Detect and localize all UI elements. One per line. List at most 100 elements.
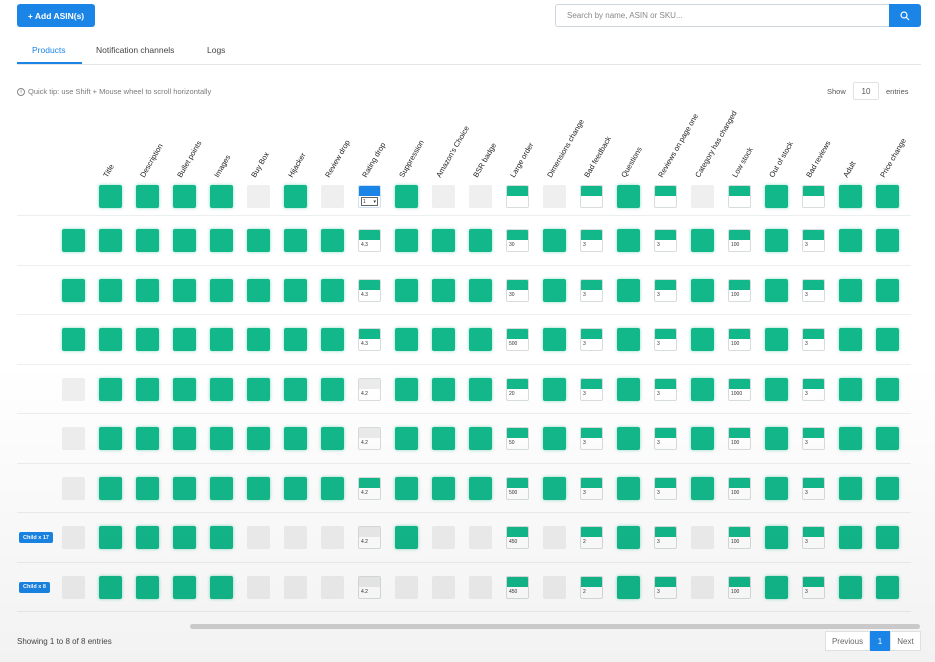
toggle-on[interactable] bbox=[543, 328, 566, 351]
toggle-off[interactable] bbox=[691, 185, 714, 208]
threshold-cell[interactable]: 450 bbox=[506, 575, 529, 599]
toggle-off[interactable] bbox=[395, 575, 418, 599]
toggle-on[interactable] bbox=[617, 278, 640, 302]
threshold-cell[interactable]: 4.2 bbox=[358, 526, 381, 549]
toggle-off[interactable] bbox=[543, 575, 566, 599]
toggle-on[interactable] bbox=[765, 575, 788, 599]
threshold-cell[interactable]: 3 bbox=[654, 229, 677, 252]
toggle-on[interactable] bbox=[469, 278, 492, 302]
toggle-on[interactable] bbox=[765, 377, 788, 401]
toggle-off[interactable] bbox=[62, 427, 85, 450]
toggle-on[interactable] bbox=[432, 427, 455, 450]
toggle-on[interactable] bbox=[876, 185, 899, 208]
toggle-off[interactable] bbox=[284, 575, 307, 599]
toggle-on[interactable] bbox=[284, 427, 307, 450]
toggle-on[interactable] bbox=[210, 278, 233, 302]
add-asin-button[interactable]: + Add ASIN(s) bbox=[17, 4, 95, 27]
toggle-on[interactable] bbox=[284, 278, 307, 302]
toggle-on[interactable] bbox=[839, 427, 862, 450]
toggle-on[interactable] bbox=[99, 328, 122, 351]
toggle-on[interactable] bbox=[173, 377, 196, 401]
tab-notification-channels[interactable]: Notification channels bbox=[96, 45, 175, 55]
threshold-cell[interactable]: 3 bbox=[802, 278, 825, 302]
toggle-off[interactable] bbox=[62, 575, 85, 599]
threshold-cell[interactable]: 4.2 bbox=[358, 427, 381, 450]
toggle-on[interactable] bbox=[247, 476, 270, 500]
toggle-on[interactable] bbox=[210, 476, 233, 500]
threshold-cell[interactable]: 3 bbox=[580, 229, 603, 252]
toggle-off[interactable] bbox=[469, 526, 492, 549]
threshold-cell[interactable]: 3 bbox=[802, 575, 825, 599]
toggle-on[interactable] bbox=[247, 427, 270, 450]
threshold-cell[interactable]: 100 bbox=[728, 575, 751, 599]
toggle-on[interactable] bbox=[136, 278, 159, 302]
toggle-on[interactable] bbox=[284, 229, 307, 252]
toggle-on[interactable] bbox=[284, 476, 307, 500]
threshold-cell[interactable]: 500 bbox=[506, 328, 529, 351]
toggle-on[interactable] bbox=[432, 476, 455, 500]
toggle-on[interactable] bbox=[321, 476, 344, 500]
toggle-on[interactable] bbox=[99, 278, 122, 302]
toggle-on[interactable] bbox=[284, 328, 307, 351]
toggle-on[interactable] bbox=[395, 229, 418, 252]
toggle-off[interactable] bbox=[691, 526, 714, 549]
toggle-on[interactable] bbox=[469, 427, 492, 450]
toggle-on[interactable] bbox=[432, 229, 455, 252]
toggle-on[interactable] bbox=[876, 526, 899, 549]
child-count-badge[interactable]: Child x 8 bbox=[19, 581, 50, 593]
threshold-cell[interactable]: 4.2 bbox=[358, 476, 381, 500]
toggle-on[interactable] bbox=[99, 185, 122, 208]
toggle-on[interactable] bbox=[876, 377, 899, 401]
threshold-cell[interactable]: 3 bbox=[580, 427, 603, 450]
threshold-cell[interactable]: 4.3 bbox=[358, 278, 381, 302]
toggle-on[interactable] bbox=[321, 377, 344, 401]
toggle-on[interactable] bbox=[691, 427, 714, 450]
toggle-on[interactable] bbox=[173, 427, 196, 450]
threshold-cell[interactable]: 3 bbox=[654, 278, 677, 302]
toggle-on[interactable] bbox=[839, 229, 862, 252]
toggle-off[interactable] bbox=[284, 526, 307, 549]
page-1-button[interactable]: 1 bbox=[870, 631, 890, 651]
toggle-on[interactable] bbox=[617, 328, 640, 351]
toggle-on[interactable] bbox=[136, 476, 159, 500]
toggle-on[interactable] bbox=[247, 229, 270, 252]
threshold-cell[interactable]: 4.2 bbox=[358, 575, 381, 599]
previous-page-button[interactable]: Previous bbox=[825, 631, 870, 651]
toggle-off[interactable] bbox=[691, 575, 714, 599]
horizontal-scrollbar[interactable] bbox=[190, 624, 920, 629]
toggle-off[interactable] bbox=[62, 476, 85, 500]
toggle-on[interactable] bbox=[321, 328, 344, 351]
toggle-on[interactable] bbox=[876, 229, 899, 252]
toggle-on[interactable] bbox=[839, 328, 862, 351]
toggle-on[interactable] bbox=[62, 328, 85, 351]
toggle-on[interactable] bbox=[62, 278, 85, 302]
tab-logs[interactable]: Logs bbox=[207, 45, 226, 55]
threshold-toggle[interactable] bbox=[506, 185, 529, 208]
toggle-on[interactable] bbox=[617, 229, 640, 252]
toggle-on[interactable] bbox=[617, 377, 640, 401]
toggle-on[interactable] bbox=[691, 229, 714, 252]
toggle-on[interactable] bbox=[395, 427, 418, 450]
toggle-off[interactable] bbox=[543, 526, 566, 549]
toggle-on[interactable] bbox=[691, 377, 714, 401]
threshold-cell[interactable]: 3 bbox=[654, 377, 677, 401]
toggle-off[interactable] bbox=[543, 185, 566, 208]
threshold-cell[interactable]: 3 bbox=[580, 377, 603, 401]
threshold-toggle[interactable] bbox=[728, 185, 751, 208]
toggle-on[interactable] bbox=[543, 427, 566, 450]
toggle-on[interactable] bbox=[321, 278, 344, 302]
threshold-toggle[interactable] bbox=[802, 185, 825, 208]
toggle-off[interactable] bbox=[62, 526, 85, 549]
toggle-on[interactable] bbox=[765, 526, 788, 549]
threshold-cell[interactable]: 3 bbox=[654, 476, 677, 500]
threshold-cell[interactable]: 3 bbox=[580, 328, 603, 351]
next-page-button[interactable]: Next bbox=[890, 631, 921, 651]
toggle-on[interactable] bbox=[469, 377, 492, 401]
threshold-cell[interactable]: 3 bbox=[580, 476, 603, 500]
toggle-on[interactable] bbox=[395, 526, 418, 549]
threshold-toggle[interactable] bbox=[654, 185, 677, 208]
toggle-on[interactable] bbox=[395, 278, 418, 302]
toggle-on[interactable] bbox=[136, 526, 159, 549]
threshold-cell[interactable]: 3 bbox=[802, 427, 825, 450]
toggle-on[interactable] bbox=[765, 476, 788, 500]
